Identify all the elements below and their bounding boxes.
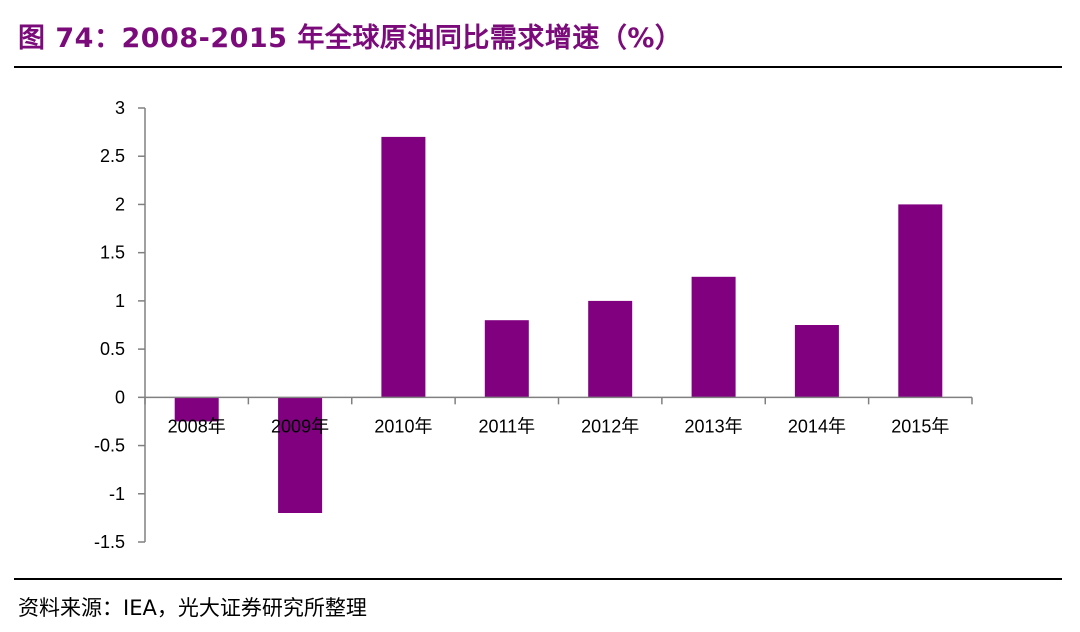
bar-2011年	[484, 320, 529, 398]
y-tick-label: 1	[115, 291, 125, 311]
y-tick-label: -1.5	[94, 532, 125, 552]
bar-2012年	[588, 300, 633, 398]
bar-2013年	[691, 276, 736, 398]
bar-chart: 3 2.5 2 1.5 1 0.5 0 -0.5 -1 -1.5 2008年 2009年 2010年 20…	[94, 98, 973, 552]
x-tick-label: 2010年	[374, 416, 432, 436]
x-tick-label: 2009年	[271, 416, 329, 436]
x-tick-label: 2012年	[581, 416, 639, 436]
y-tick-label: 0.5	[100, 339, 125, 359]
y-tick-label: -0.5	[94, 436, 125, 456]
x-tick-label: 2013年	[685, 416, 743, 436]
bar-2008年	[174, 397, 219, 422]
bar-2015年	[898, 204, 943, 398]
bar-2009年	[278, 397, 323, 513]
y-tick-label: 2.5	[100, 146, 125, 166]
chart-title: 图 74：2008-2015 年全球原油同比需求增速（%）	[18, 23, 683, 54]
x-tick-label: 2008年	[168, 416, 226, 436]
bar-2010年	[381, 136, 426, 398]
y-tick-label: 1.5	[100, 243, 125, 263]
y-tick-label: 3	[115, 98, 125, 118]
y-tick-label: -1	[109, 484, 125, 504]
source-divider	[14, 578, 1062, 580]
x-tick-label: 2011年	[478, 416, 535, 436]
x-tick-label: 2015年	[891, 416, 949, 436]
source-note: 资料来源：IEA，光大证券研究所整理	[18, 596, 367, 620]
y-tick-label: 2	[115, 194, 125, 214]
title-divider	[14, 66, 1062, 68]
bar-2014年	[794, 325, 839, 398]
y-tick-label: 0	[115, 387, 125, 407]
x-tick-label: 2014年	[788, 416, 846, 436]
